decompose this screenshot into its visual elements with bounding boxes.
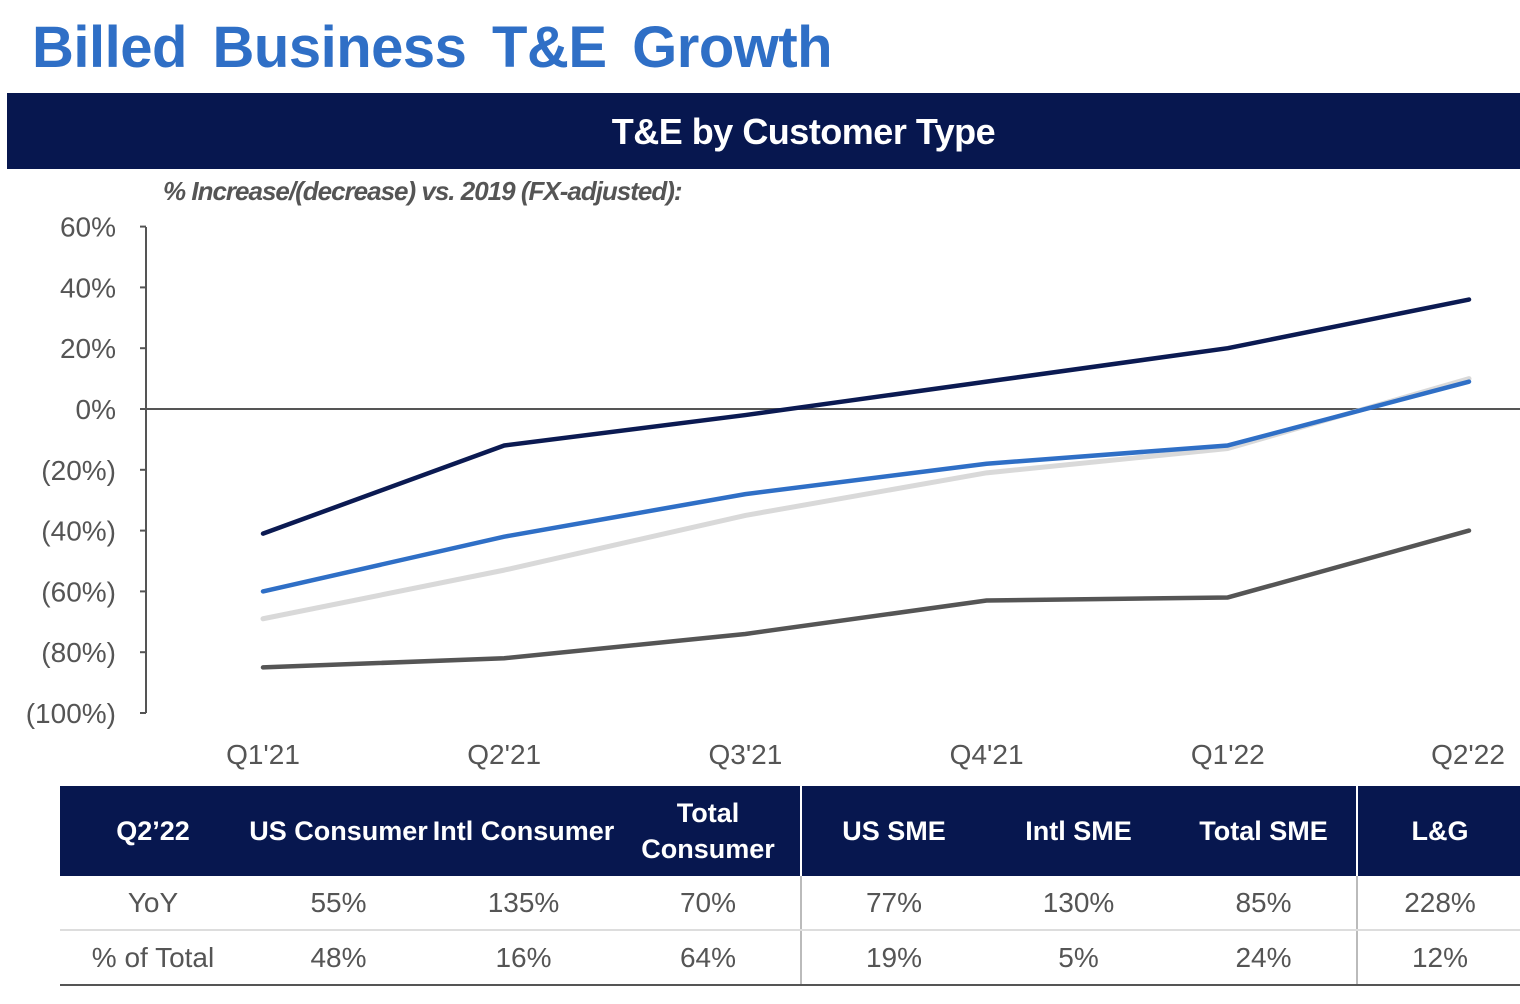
table-cell: 77% — [801, 876, 986, 931]
series-line-dark-gray — [260, 528, 1472, 670]
table-cell: 130% — [986, 876, 1171, 931]
table-cell: % of Total — [60, 930, 246, 986]
y-tick-label: (100%) — [26, 698, 116, 729]
page-title: Billed Business T&E Growth — [32, 15, 833, 80]
column-header: Intl SME — [986, 786, 1171, 876]
table-cell: 228% — [1357, 876, 1520, 931]
table-cell: 16% — [431, 930, 616, 986]
table-cell: 5% — [986, 930, 1171, 986]
table-cell: YoY — [60, 876, 246, 931]
y-tick-label: 0% — [76, 394, 116, 425]
table-header-row: Q2’22 US Consumer Intl Consumer Total Consu… — [60, 786, 1520, 876]
y-tick-label: (80%) — [41, 637, 116, 668]
x-tick-label: Q1'21 — [226, 739, 300, 770]
y-tick-label: 20% — [60, 333, 116, 364]
x-tick-label: Q3'21 — [708, 739, 782, 770]
table-cell: 55% — [246, 876, 431, 931]
table-row: % of Total 48% 16% 64% 19% 5% 24% 12% — [60, 930, 1520, 986]
column-header: Intl Consumer — [431, 786, 616, 876]
chart-subtitle: % Increase/(decrease) vs. 2019 (FX-adjus… — [163, 176, 683, 206]
table-cell: 48% — [246, 930, 431, 986]
table-cell: 64% — [616, 930, 802, 986]
table-cell: 70% — [616, 876, 802, 931]
banner-title: T&E by Customer Type — [611, 111, 996, 152]
column-header: US SME — [801, 786, 986, 876]
y-tick-label: (20%) — [41, 455, 116, 486]
y-tick-label: 60% — [60, 212, 116, 243]
table-row: YoY 55% 135% 70% 77% 130% 85% 228% — [60, 876, 1520, 931]
table-cell: 12% — [1357, 930, 1520, 986]
table-cell: 24% — [1171, 930, 1358, 986]
x-tick-label: Q4'21 — [950, 739, 1024, 770]
table-cell: 85% — [1171, 876, 1358, 931]
y-tick-label: (40%) — [41, 516, 116, 547]
y-tick-label: 40% — [60, 272, 116, 303]
column-header: L&G — [1357, 786, 1520, 876]
line-chart: 60% 40% 20% 0% (20%) (40%) (60%) (80%) (100%) Q1'… — [26, 212, 1520, 770]
column-header: US Consumer — [246, 786, 431, 876]
series-line-navy — [260, 297, 1472, 536]
chart-banner: T&E by Customer Type — [7, 93, 1520, 169]
table-cell: 135% — [431, 876, 616, 931]
column-header: Total Consumer — [616, 786, 802, 876]
x-tick-label: Q2'22 — [1431, 739, 1505, 770]
x-tick-label: Q1'22 — [1191, 739, 1265, 770]
summary-table: Q2’22 US Consumer Intl Consumer Total Consu… — [60, 786, 1520, 986]
y-tick-label: (60%) — [41, 576, 116, 607]
column-header: Q2’22 — [60, 786, 246, 876]
column-header: Total SME — [1171, 786, 1358, 876]
table-cell: 19% — [801, 930, 986, 986]
x-tick-label: Q2'21 — [467, 739, 541, 770]
series-line-blue — [260, 379, 1472, 594]
